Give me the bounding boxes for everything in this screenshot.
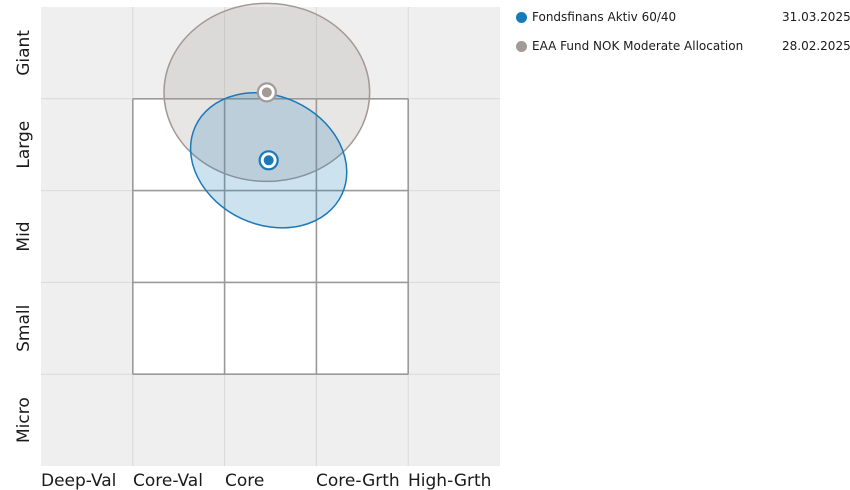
legend-marker-category: [516, 41, 527, 52]
y-tick-label-micro: Micro: [14, 397, 34, 443]
y-tick-label-large: Large: [14, 121, 34, 169]
legend-label-fund: Fondsfinans Aktiv 60/40: [532, 10, 677, 24]
style-box-chart: Deep-Val Core-Val Core Core-Grth High-Grth Mi…: [14, 2, 500, 490]
legend-item-eaa-category: EAA Fund NOK Moderate Allocation 28.02.2…: [516, 39, 850, 54]
y-tick-label-mid: Mid: [14, 221, 34, 251]
style-box-background: [132, 98, 409, 375]
y-tick-label-giant: Giant: [14, 30, 34, 76]
legend: Fondsfinans Aktiv 60/40 31.03.2025 EAA F…: [516, 10, 850, 68]
x-tick-label-high-grth: High-Grth: [408, 471, 491, 490]
legend-item-fondsfinans-aktiv: Fondsfinans Aktiv 60/40 31.03.2025: [516, 10, 850, 25]
fund-centroid-dot: [263, 155, 274, 166]
legend-date-category: 28.02.2025: [782, 39, 850, 53]
x-tick-label-deep-val: Deep-Val: [41, 471, 116, 490]
x-tick-label-core-grth: Core-Grth: [316, 471, 400, 490]
axis-labels: Deep-Val Core-Val Core Core-Grth High-Grth Mi…: [14, 30, 491, 490]
y-tick-label-small: Small: [14, 305, 34, 352]
x-tick-label-core: Core: [225, 471, 264, 490]
centroid-points: [256, 82, 279, 171]
legend-label-category: EAA Fund NOK Moderate Allocation: [532, 39, 744, 53]
legend-date-fund: 31.03.2025: [782, 10, 850, 24]
category-centroid-dot: [261, 87, 272, 98]
x-tick-label-core-val: Core-Val: [133, 471, 203, 490]
legend-marker-fund: [516, 12, 527, 23]
